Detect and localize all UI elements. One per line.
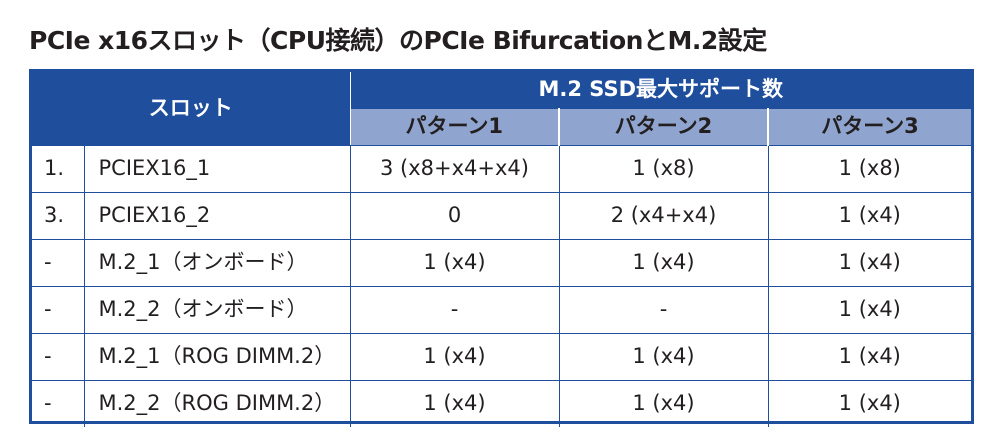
row-number: 3. — [32, 191, 85, 240]
row-number: - — [32, 285, 85, 334]
slot-name-cell: PCIEX16_2 — [83, 191, 351, 240]
header-row-top: スロット M.2 SSD最大サポート数 — [32, 72, 972, 146]
pattern-header: パターン2 — [558, 107, 769, 146]
slot-name-cell: M.2_1（オンボード） — [83, 238, 351, 287]
row-number: - — [32, 332, 85, 381]
pattern-value-cell: 1 (x4) — [349, 379, 560, 427]
slot-name-cell: PCIEX16_1 — [83, 144, 351, 193]
slot-name-cell: M.2_1（ROG DIMM.2） — [83, 332, 351, 381]
row-number: - — [32, 379, 85, 427]
row-number: - — [32, 238, 85, 287]
table-row: 1. PCIEX16_1 3 (x8+x4+x4) 1 (x8) 1 (x8) — [32, 144, 972, 193]
pattern-value-cell: 1 (x4) — [558, 238, 769, 287]
table-row: - M.2_2（ROG DIMM.2） 1 (x4) 1 (x4) 1 (x4) — [32, 379, 972, 427]
pattern-value-cell: 1 (x8) — [767, 144, 972, 193]
pattern-value-cell: 1 (x4) — [767, 332, 972, 381]
pattern-value-cell: - — [349, 285, 560, 334]
pattern-header: パターン1 — [349, 107, 560, 146]
row-number: 1. — [32, 144, 85, 193]
table-row: - M.2_2（オンボード） - -1 (x4) — [32, 285, 972, 334]
pattern-value-cell: 1 (x4) — [767, 379, 972, 427]
pattern-value-cell: 1 (x4) — [767, 285, 972, 334]
pattern-value-cell: 1 (x4) — [558, 332, 769, 381]
pattern-value-cell: 1 (x4) — [349, 238, 560, 287]
table-row: - M.2_1（ROG DIMM.2） 1 (x4) 1 (x4) 1 (x4) — [32, 332, 972, 381]
pattern-value-cell: 0 — [349, 191, 560, 240]
table-row: - M.2_1（オンボード） 1 (x4) 1 (x4) 1 (x4) — [32, 238, 972, 287]
pattern-header: パターン3 — [766, 107, 972, 146]
header-row-patterns: パターン1 パターン2 パターン3 — [32, 107, 972, 146]
pattern-value-cell: 1 (x8) — [558, 144, 769, 193]
slot-name-cell: M.2_2（ROG DIMM.2） — [83, 379, 351, 427]
bifurcation-table: スロット M.2 SSD最大サポート数 パターン1 パターン2 パターン3 1.… — [29, 69, 974, 427]
support-column-header: M.2 SSD最大サポート数 — [349, 72, 972, 109]
table-row: 3. PCIEX16_2 0 2 (x4+x4) 1 (x4) — [32, 191, 972, 240]
slot-name-cell: M.2_2（オンボード） — [83, 285, 351, 334]
pattern-value-cell: 1 (x4) — [767, 238, 972, 287]
page-title: PCIe x16スロット（CPU接続）のPCIe BifurcationとM.2… — [29, 26, 767, 55]
pattern-value-cell: 1 (x4) — [558, 379, 769, 427]
pattern-value-cell: 1 (x4) — [349, 332, 560, 381]
slot-column-header: スロット — [32, 72, 351, 146]
pattern-value-cell: - — [558, 285, 769, 334]
pattern-value-cell: 2 (x4+x4) — [558, 191, 769, 240]
pattern-value-cell: 1 (x4) — [767, 191, 972, 240]
pattern-value-cell: 3 (x8+x4+x4) — [349, 144, 560, 193]
